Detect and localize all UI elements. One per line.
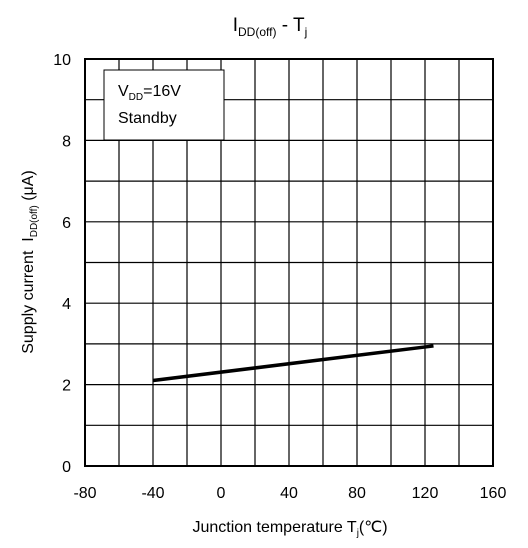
y-axis-label: Supply current IDD(off) (μA) (20, 170, 40, 354)
annotation-line2: Standby (118, 110, 177, 127)
x-tick-label: 0 (217, 485, 226, 502)
annotation-box: VDD=16V Standby (104, 70, 224, 140)
x-tick-label: -80 (73, 485, 96, 502)
chart-title: IDD(off) - Tj (233, 15, 308, 39)
x-axis-label-main: Junction temperature T (192, 519, 356, 536)
y-tick-label: 4 (62, 296, 71, 313)
y-axis-label-unit: (μA) (20, 170, 37, 205)
title-main-sub: DD(off) (238, 25, 276, 39)
x-axis-label-unit: (℃) (359, 519, 388, 536)
y-tick-label: 6 (62, 215, 71, 232)
y-axis-label-sub: DD(off) (29, 205, 40, 237)
x-tick-label: 40 (280, 485, 298, 502)
title-sep: - T (276, 15, 305, 36)
y-tick-label: 0 (62, 459, 71, 476)
annotation-v: V (118, 83, 129, 100)
y-tick-labels: 0 2 4 6 8 10 (53, 52, 71, 476)
y-tick-label: 2 (62, 378, 71, 395)
annotation-v-value: =16V (143, 83, 181, 100)
x-tick-label: -40 (141, 485, 164, 502)
x-tick-label: 80 (348, 485, 366, 502)
x-tick-labels: -80 -40 0 40 80 120 160 (73, 485, 506, 502)
x-tick-label: 160 (480, 485, 507, 502)
title-sep-sub: j (304, 25, 308, 39)
x-tick-label: 120 (412, 485, 439, 502)
y-tick-label: 8 (62, 133, 71, 150)
x-axis-label: Junction temperature Tj(℃) (192, 519, 387, 539)
y-axis-label-main: Supply current I (20, 237, 37, 354)
annotation-v-sub: DD (129, 92, 143, 103)
y-tick-label: 10 (53, 52, 71, 69)
